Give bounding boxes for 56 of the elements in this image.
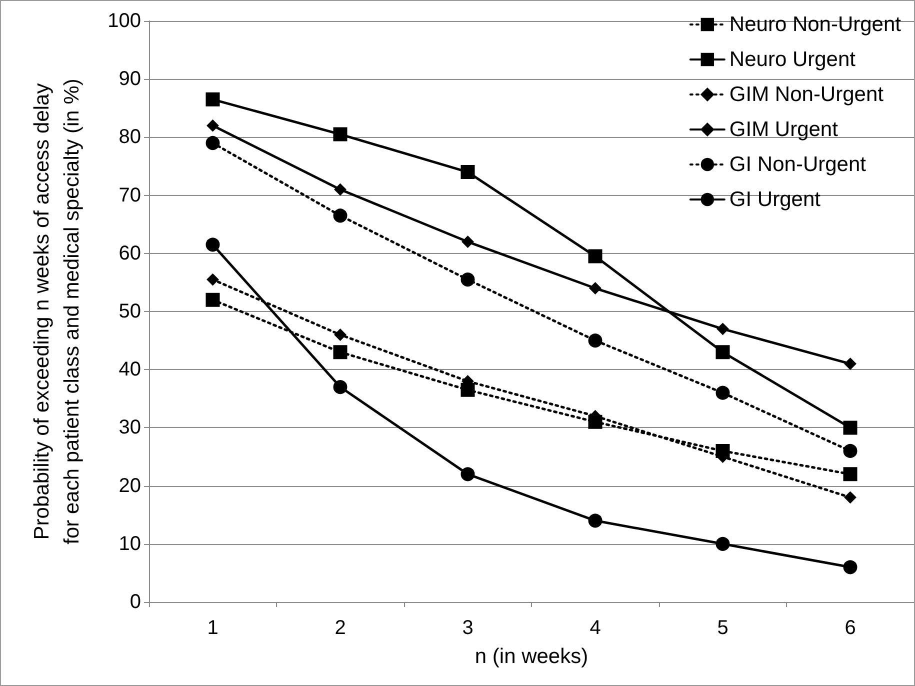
point bbox=[460, 382, 475, 397]
point bbox=[334, 328, 346, 341]
point bbox=[716, 345, 730, 360]
point bbox=[588, 249, 602, 264]
legend-label: Neuro Urgent bbox=[729, 48, 856, 71]
y-tick-label: 50 bbox=[118, 300, 141, 322]
legend-label: GIM Urgent bbox=[729, 118, 838, 141]
point bbox=[206, 292, 220, 307]
y-tick-label: 20 bbox=[118, 474, 141, 497]
point bbox=[716, 386, 730, 400]
point bbox=[333, 380, 348, 394]
point bbox=[843, 560, 858, 574]
legend-label: Neuro Non-Urgent bbox=[729, 13, 902, 36]
point bbox=[843, 444, 858, 458]
point bbox=[844, 491, 856, 504]
x-tick-label: 5 bbox=[717, 617, 728, 639]
x-tick-label: 1 bbox=[207, 617, 218, 639]
y-tick-label: 40 bbox=[118, 358, 141, 381]
x-axis-title: n (in weeks) bbox=[474, 645, 588, 668]
point bbox=[206, 120, 219, 132]
point bbox=[716, 536, 730, 551]
y-tick-label: 30 bbox=[118, 416, 141, 439]
point bbox=[716, 322, 729, 335]
point bbox=[589, 282, 602, 294]
x-tick-label: 6 bbox=[844, 617, 856, 639]
point bbox=[462, 236, 474, 248]
point bbox=[333, 345, 348, 360]
point bbox=[460, 272, 475, 287]
y-tick-label: 90 bbox=[118, 68, 141, 90]
y-tick-label: 10 bbox=[118, 532, 141, 555]
point bbox=[843, 467, 858, 482]
x-tick-label: 4 bbox=[590, 617, 601, 639]
x-tick-label: 3 bbox=[462, 617, 474, 639]
point bbox=[588, 514, 602, 528]
point bbox=[460, 467, 475, 482]
x-tick-label: 2 bbox=[334, 617, 346, 639]
y-tick-label: 70 bbox=[118, 184, 141, 206]
point bbox=[206, 92, 220, 106]
y-tick-label: 80 bbox=[118, 126, 141, 148]
y-tick-label: 60 bbox=[118, 242, 141, 264]
legend-label: GIM Non-Urgent bbox=[729, 83, 884, 106]
legend-label: GI Urgent bbox=[729, 188, 821, 211]
point bbox=[843, 420, 858, 435]
legend-label: GI Non-Urgent bbox=[729, 153, 866, 176]
point bbox=[460, 165, 475, 180]
point bbox=[333, 208, 348, 223]
y-tick-label: 0 bbox=[130, 591, 141, 613]
y-axis-title: Probability of exceeding n weeks of access delay for each patient class and medical specialty (in %) bbox=[30, 78, 84, 544]
point bbox=[206, 238, 220, 252]
point bbox=[334, 183, 346, 196]
point bbox=[844, 358, 856, 370]
point bbox=[588, 334, 602, 348]
point bbox=[206, 136, 220, 150]
y-tick-label: 100 bbox=[108, 10, 141, 32]
point bbox=[206, 274, 219, 286]
point bbox=[333, 127, 348, 142]
